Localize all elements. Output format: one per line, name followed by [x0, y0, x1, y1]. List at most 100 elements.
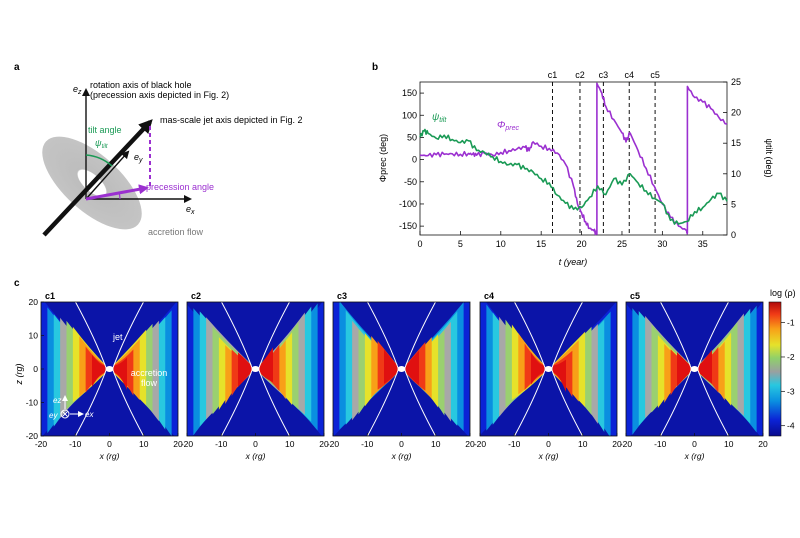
- snapshot-c3-xlabel: x (rg): [391, 451, 412, 461]
- chart-c-ylabel: z (rg): [14, 364, 24, 386]
- annotation-accretion: accretion: [131, 368, 168, 378]
- panel-c-label: c: [14, 278, 20, 289]
- snapshot-c1: c1 -20 -10 0 10 20 x (rg) -20 -10 0 10 20 jet accreti…: [26, 291, 183, 461]
- snapshot-ytick-label: -20: [26, 431, 39, 441]
- snapshot-c2-xtick-label: -10: [215, 439, 228, 449]
- chart-b-marker-label-c2: c2: [575, 70, 585, 80]
- panel-a-schematic: a ez rotation axis of black hole (preces…: [14, 62, 303, 237]
- snapshot-c2-boundary: [258, 302, 290, 436]
- chart-b-ytick-left-label: -150: [399, 221, 417, 231]
- ey-label: ey: [134, 152, 143, 164]
- snapshot-c4: c4 -20 -10 0 10 20 x (rg): [474, 291, 622, 461]
- snapshot-c5-xtick-label: 20: [758, 439, 768, 449]
- tilt-angle-label: tilt angle: [88, 125, 122, 135]
- snapshot-c1-map: [41, 302, 178, 436]
- annotation-flow: flow: [141, 378, 158, 388]
- chart-b-ytick-left-label: 0: [412, 155, 417, 165]
- snapshot-c5-boundary: [660, 302, 692, 436]
- snapshot-c4-contour: [531, 352, 545, 385]
- chart-b-ytick-right-label: 5: [731, 199, 736, 209]
- chart-b-ytick-right-label: 15: [731, 138, 741, 148]
- snapshot-c4-boundary: [551, 302, 583, 436]
- chart-b-annotation-tilt: ψtilt: [432, 112, 447, 124]
- snapshot-c2-title: c2: [191, 291, 201, 301]
- accretion-flow-label: accretion flow: [148, 227, 204, 237]
- precession-angle-arc: [118, 191, 121, 200]
- snapshot-c5-xtick-label: -10: [654, 439, 667, 449]
- snapshot-c4-contour: [552, 359, 566, 392]
- snapshot-ytick-label: 0: [33, 364, 38, 374]
- snapshot-c1-xtick-label: 0: [107, 439, 112, 449]
- snapshot-c3-contour: [384, 349, 398, 384]
- snapshot-ytick-label: -10: [26, 398, 39, 408]
- snapshot-c1-boundary: [112, 302, 144, 436]
- inset-ey-label: ey: [49, 411, 58, 420]
- chart-b-marker-label-c3: c3: [599, 70, 609, 80]
- colorbar-tick-label: -2: [787, 352, 795, 362]
- snapshot-c4-xtick-label: 10: [578, 439, 588, 449]
- snapshot-c3-map: [333, 302, 470, 436]
- snapshot-c3-xtick-label: 20: [465, 439, 475, 449]
- colorbar-label: log (ρ): [770, 288, 796, 298]
- snapshot-c2-boundary: [221, 302, 253, 436]
- snapshot-c1-title: c1: [45, 291, 55, 301]
- snapshot-c1-xtick-label: 10: [139, 439, 149, 449]
- chart-b-series-prec: [419, 82, 728, 236]
- snapshot-c4-center: [544, 366, 553, 372]
- chart-b-xtick-label: 15: [536, 239, 546, 249]
- chart-b-xtick-label: 20: [577, 239, 587, 249]
- inset-ey-cross: [62, 411, 68, 417]
- snapshot-c3-center: [397, 366, 406, 372]
- snapshot-c1-xtick-label: -10: [69, 439, 82, 449]
- snapshot-c5-map: [626, 302, 763, 436]
- ex-label: ex: [186, 204, 195, 216]
- colorbar-tick-label: -4: [787, 421, 795, 431]
- snapshot-c3-xtick-label: -20: [327, 439, 340, 449]
- snapshot-c2-contour: [238, 352, 252, 387]
- snapshot-ytick-label: 10: [29, 331, 39, 341]
- snapshot-c3-boundary: [404, 302, 436, 436]
- chart-b-ylabel-left: Φprec (deg): [378, 134, 388, 182]
- chart-b-marker-label-c5: c5: [650, 70, 660, 80]
- chart-b-ytick-left-label: -100: [399, 199, 417, 209]
- chart-b-frame: [419, 81, 728, 236]
- chart-b-ylabel-right: ψtilt (deg): [764, 139, 774, 178]
- inset-ez-label: ez: [53, 396, 61, 405]
- snapshot-c1-xlabel: x (rg): [99, 451, 120, 461]
- snapshot-c2-xlabel: x (rg): [245, 451, 266, 461]
- snapshot-c2-xtick-label: 0: [253, 439, 258, 449]
- snapshot-c3-boundary: [367, 302, 399, 436]
- snapshot-c3-xtick-label: 0: [399, 439, 404, 449]
- jet-axis-arrow: [42, 119, 153, 237]
- chart-b-xtick-label: 5: [458, 239, 463, 249]
- chart-b-ytick-right-label: 0: [731, 230, 736, 240]
- tilt-angle-arc: [85, 154, 113, 167]
- snapshot-c4-xtick-label: -10: [508, 439, 521, 449]
- snapshot-c2-xtick-label: 20: [319, 439, 329, 449]
- snapshot-c4-xtick-label: 0: [546, 439, 551, 449]
- rotation-axis-label-2: (precession axis depicted in Fig. 2): [90, 90, 229, 100]
- ey-axis-arrow: [85, 150, 130, 200]
- snapshot-c3-title: c3: [337, 291, 347, 301]
- panel-a-label: a: [14, 62, 20, 73]
- tilt-symbol-label: ψtilt: [95, 138, 108, 150]
- chart-b-annotation-prec: Φprec: [497, 120, 519, 132]
- snapshot-c3-xtick-label: 10: [431, 439, 441, 449]
- snapshot-c4-map: [480, 302, 617, 436]
- snapshot-c1-contour: [92, 354, 106, 387]
- ez-label: ez: [73, 84, 82, 96]
- snapshot-c2-xtick-label: -20: [181, 439, 194, 449]
- snapshot-c2-map: [187, 302, 324, 436]
- snapshot-c2: c2 -20 -10 0 10 20 x (rg): [181, 291, 329, 461]
- chart-b-ytick-left-label: 50: [407, 132, 417, 142]
- snapshot-c5-xtick-label: 0: [692, 439, 697, 449]
- snapshot-c3-contour: [405, 350, 419, 386]
- snapshot-c3-xtick-label: -10: [361, 439, 374, 449]
- chart-b-xtick-label: 25: [617, 239, 627, 249]
- chart-b-xtick-label: 30: [657, 239, 667, 249]
- snapshot-c4-xtick-label: 20: [612, 439, 622, 449]
- snapshot-c4-xtick-label: -20: [474, 439, 487, 449]
- chart-b-marker-label-c1: c1: [548, 70, 558, 80]
- snapshot-c1-xtick-label: 20: [173, 439, 183, 449]
